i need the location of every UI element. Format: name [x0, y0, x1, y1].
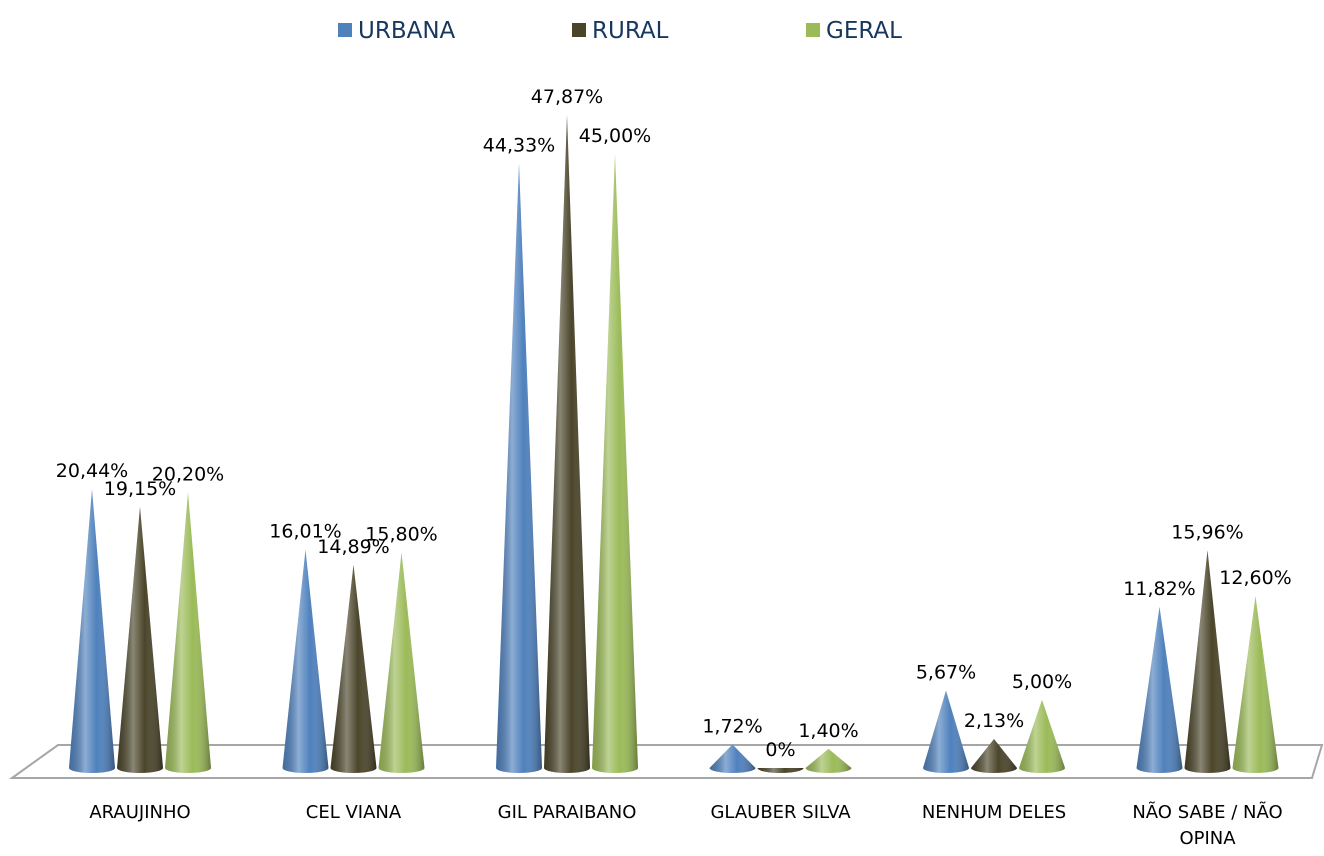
x-tick-label: GLAUBER SILVA — [710, 802, 851, 823]
cone — [117, 506, 163, 773]
cone — [1232, 596, 1279, 773]
data-label: 20,20% — [152, 463, 224, 485]
cone — [282, 549, 329, 773]
cone — [757, 768, 804, 773]
cone-shade — [1184, 550, 1231, 773]
cone — [330, 564, 377, 773]
cone-shade — [378, 552, 425, 773]
cone — [1136, 606, 1183, 773]
cone-shade — [757, 768, 804, 773]
data-label: 5,67% — [916, 662, 976, 684]
data-label: 19,15% — [104, 478, 176, 500]
data-label: 16,01% — [269, 521, 341, 543]
data-label: 20,44% — [56, 460, 128, 482]
data-label: 1,72% — [702, 716, 762, 738]
cone-shade — [805, 748, 852, 773]
data-label: 11,82% — [1123, 578, 1195, 600]
data-label: 15,96% — [1171, 521, 1243, 543]
cone — [805, 748, 852, 773]
data-label: 44,33% — [483, 134, 555, 156]
cone — [971, 738, 1017, 773]
cone — [165, 492, 211, 773]
cone-shade — [971, 738, 1017, 773]
cone — [496, 163, 542, 773]
legend-swatch — [806, 23, 820, 37]
x-tick-label: ARAUJINHO — [89, 802, 191, 823]
cone-shade — [69, 489, 115, 773]
data-label: 0% — [765, 739, 795, 761]
legend-swatch — [338, 23, 352, 37]
floor — [8, 744, 1324, 779]
x-tick-label: GIL PARAIBANO — [497, 802, 637, 823]
data-label: 2,13% — [964, 710, 1024, 732]
cone — [378, 552, 425, 773]
cone-shade — [282, 549, 329, 773]
cone — [69, 489, 115, 773]
cone — [1019, 699, 1065, 773]
data-label: 5,00% — [1012, 671, 1072, 693]
cone — [592, 154, 638, 773]
cone-shade — [923, 690, 969, 773]
data-label: 47,87% — [531, 86, 603, 108]
cone — [544, 115, 590, 773]
cone-shade — [496, 163, 542, 773]
cone-shade — [1136, 606, 1183, 773]
legend-label: RURAL — [592, 18, 669, 44]
data-label: 12,60% — [1219, 567, 1291, 589]
data-label: 14,89% — [317, 536, 389, 558]
legend-swatch — [572, 23, 586, 37]
data-label: 45,00% — [579, 125, 651, 147]
cone-shade — [709, 744, 756, 773]
cone — [1184, 550, 1231, 773]
cone-shade — [165, 492, 211, 773]
x-tick-label: NENHUM DELES — [921, 802, 1067, 823]
x-tick-label: NÃO SABE / NÃO OPINA — [1132, 802, 1283, 849]
cone-shade — [1019, 699, 1065, 773]
cone-shade — [117, 506, 163, 773]
cone — [923, 690, 969, 773]
data-label: 1,40% — [798, 720, 858, 742]
cone-shade — [592, 154, 638, 773]
legend-label: URBANA — [358, 18, 456, 44]
data-label: 15,80% — [365, 523, 437, 545]
legend-label: GERAL — [826, 18, 902, 44]
cone-shade — [544, 115, 590, 773]
cone — [709, 744, 756, 773]
x-tick-label: CEL VIANA — [305, 802, 402, 823]
cone-shade — [330, 564, 377, 773]
cone-shade — [1232, 596, 1279, 773]
